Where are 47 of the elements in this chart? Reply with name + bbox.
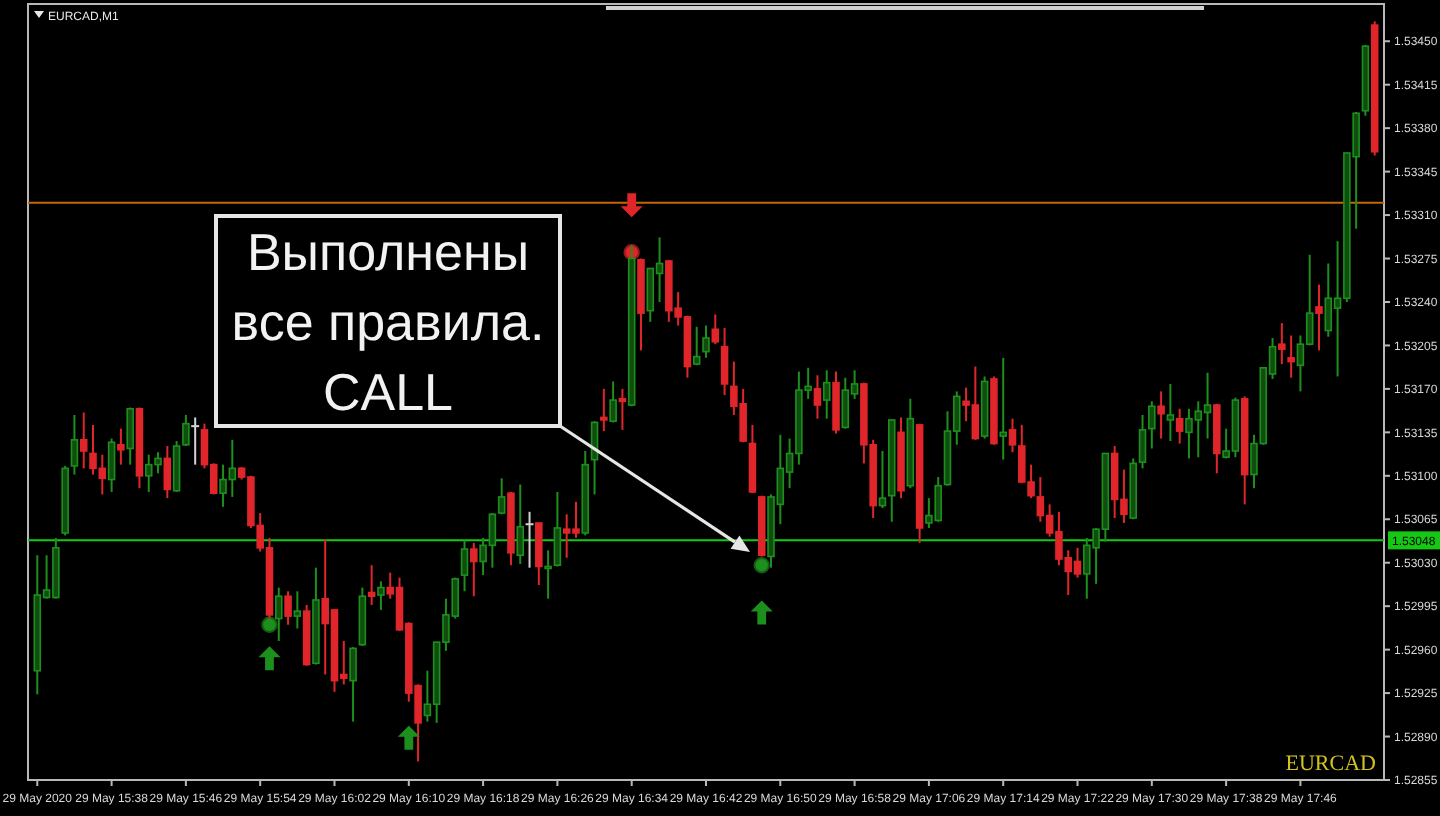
candlestick (711, 313, 720, 346)
candlestick (1278, 322, 1286, 366)
candlestick (470, 541, 478, 598)
candlestick (1157, 390, 1165, 440)
candlestick (813, 374, 822, 420)
candlestick (832, 370, 840, 435)
candlestick (544, 549, 552, 600)
candlestick (618, 387, 627, 431)
candlestick (349, 646, 357, 723)
candlestick (190, 416, 201, 466)
candlestick (367, 564, 376, 606)
candlestick (70, 413, 79, 476)
candlestick (692, 325, 701, 367)
candlestick (702, 324, 710, 359)
candlestick (822, 369, 831, 420)
annotation: EURCAD (1285, 752, 1377, 776)
candlestick (1148, 400, 1156, 450)
point (261, 616, 278, 633)
candlestick (117, 427, 125, 466)
candlestick (126, 406, 134, 466)
candlestick (524, 510, 535, 569)
candlestick (1166, 382, 1175, 443)
candlestick (1175, 407, 1184, 445)
candlestick (535, 521, 543, 587)
candlestick (1287, 334, 1295, 379)
candlestick (1315, 283, 1323, 352)
candlestick (293, 590, 302, 630)
candlestick (609, 380, 617, 424)
candlestick (646, 267, 655, 323)
candlestick (79, 411, 88, 470)
candlestick (878, 449, 887, 510)
candlestick (999, 356, 1007, 461)
candlestick (1324, 262, 1333, 338)
candlestick (655, 236, 664, 303)
candlestick (841, 376, 850, 430)
candlestick (1138, 413, 1147, 470)
candlestick (600, 387, 608, 433)
candlestick (516, 483, 525, 565)
candlestick (553, 490, 562, 568)
candlestick (377, 580, 385, 611)
candlestick (460, 539, 469, 593)
annotation: Выполнены все правила. CALL (231, 222, 545, 422)
candlestick (720, 327, 729, 397)
candlestick (284, 590, 292, 626)
point (753, 557, 770, 574)
candlestick (163, 445, 172, 500)
candlestick (107, 437, 116, 493)
